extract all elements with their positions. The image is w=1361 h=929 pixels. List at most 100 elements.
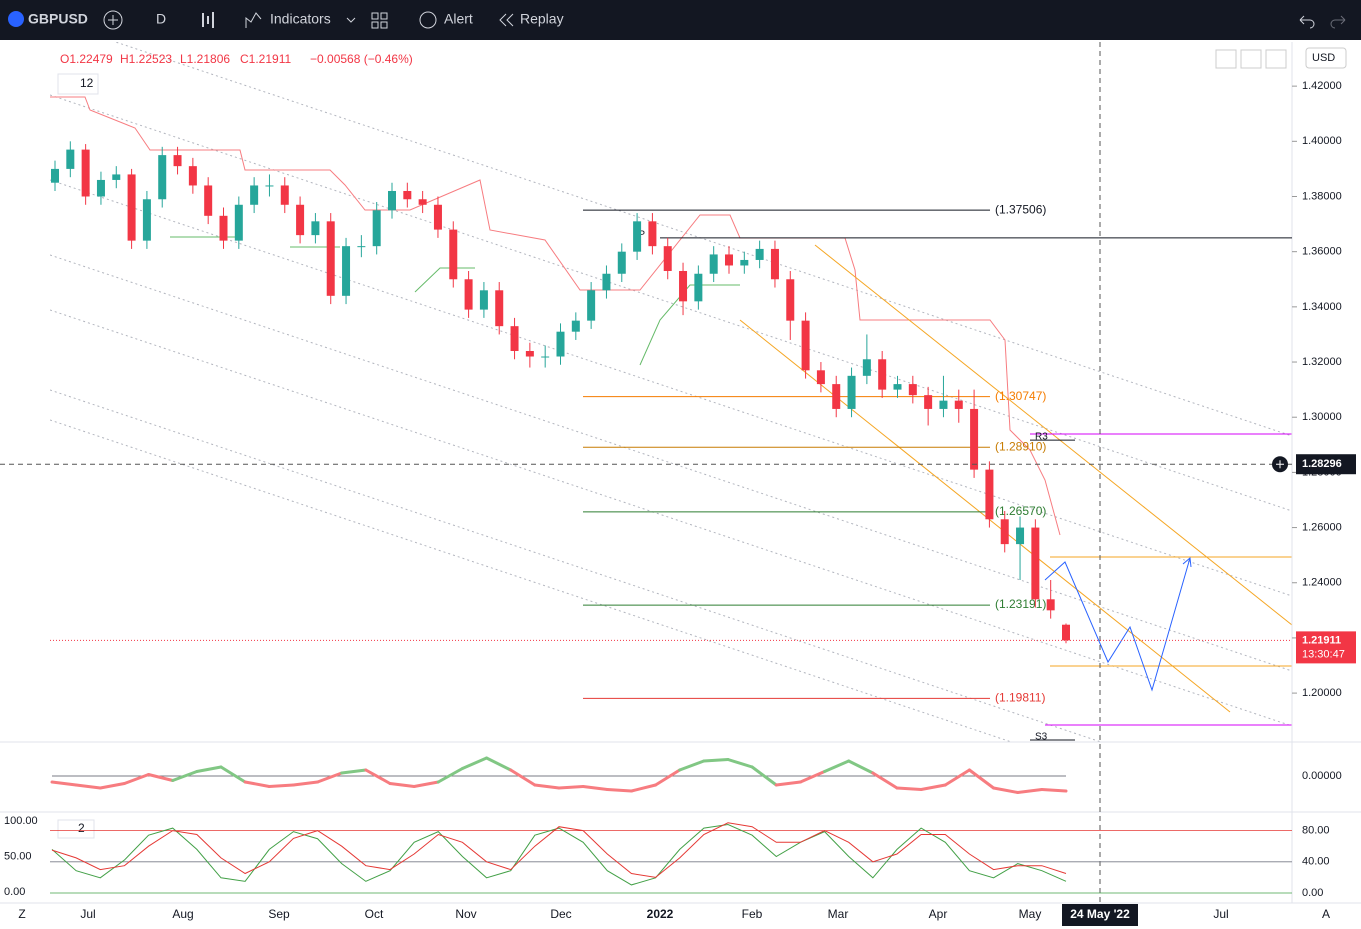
candle-body [679, 270, 688, 302]
candle-body [847, 375, 856, 409]
chevron[interactable] [346, 17, 356, 23]
oscillator-segment [388, 782, 416, 788]
candle-body [954, 400, 963, 409]
candle-body [357, 246, 366, 248]
plus-icon [1276, 460, 1284, 469]
oscillator-segment [629, 783, 658, 793]
indicator-toggle[interactable] [57, 819, 95, 839]
y-tick-label: 0.00000 [1302, 770, 1342, 782]
candle-body [617, 251, 626, 274]
candle-body [388, 190, 396, 211]
oscillator-segment [750, 765, 778, 787]
corner-right[interactable]: A [1322, 907, 1330, 921]
candle-body [51, 168, 59, 183]
orange-lines [739, 244, 1292, 713]
symbol[interactable]: GBPUSD [28, 11, 88, 27]
redo-button[interactable] [1330, 15, 1346, 29]
reset-button[interactable] [1240, 49, 1262, 69]
scroll-button[interactable] [1215, 49, 1237, 69]
oscillator-segment [147, 773, 175, 782]
legend-open: O1.22479 [60, 52, 113, 66]
oscillator-segment [316, 771, 344, 784]
layout-cell [371, 21, 379, 29]
candle-body [280, 185, 289, 205]
candle-body [740, 259, 749, 266]
level-label: (1.37506) [995, 202, 1046, 216]
y-tick-label: 1.20000 [1302, 687, 1342, 699]
oscillator-segment [1016, 788, 1044, 794]
legend: O1.22479 H1.22523 L1.21806 C1.21911 −0.0… [57, 52, 413, 839]
resistance-line [50, 96, 1061, 536]
oscillator-segment [533, 783, 561, 790]
candle-body [96, 179, 105, 197]
y-tick-label: 0.00 [4, 886, 25, 898]
candle-body [403, 190, 412, 200]
oscillator-segment [605, 788, 633, 793]
currency-button[interactable] [1305, 47, 1347, 69]
level-label: (1.26570) [995, 504, 1046, 518]
candle-body [832, 384, 841, 409]
toolbar: GBPUSD D Indicators Alert Replay [0, 0, 1361, 40]
oscillator-segment [1040, 788, 1068, 793]
oscillator-segment [654, 768, 682, 787]
y-tick-label: 100.00 [4, 815, 38, 827]
indicator-count: 2 [78, 821, 85, 835]
indicator-toggle[interactable] [57, 73, 99, 95]
candle-body [127, 174, 136, 241]
chart-style-button[interactable] [202, 12, 214, 28]
candle-body [326, 221, 335, 296]
x-tick-label: 2022 [647, 907, 674, 921]
candle-body [878, 359, 887, 390]
candle-body [924, 395, 933, 409]
candle-body [571, 320, 580, 332]
undo-button[interactable] [1299, 15, 1315, 29]
crosshair-price: 1.28296 [1302, 458, 1342, 470]
last-price: 1.21911 [1302, 634, 1341, 646]
candle-body [694, 273, 703, 302]
crosshair-date-box [1062, 904, 1138, 926]
candle-body [725, 254, 733, 266]
candle-body [250, 185, 259, 205]
y-tick-label: 1.34000 [1302, 301, 1342, 313]
candle-body [801, 320, 810, 371]
candle-body [525, 350, 534, 357]
oscillator-segment [364, 768, 392, 785]
oscillator-segment [485, 756, 513, 772]
compare-button[interactable] [103, 10, 123, 30]
interval[interactable]: D [156, 11, 166, 27]
candle-body [1062, 624, 1070, 641]
currency: USD [1312, 52, 1335, 64]
alert-button[interactable]: Alert [444, 11, 473, 27]
candle-body [311, 221, 320, 236]
oscillator-segment [460, 756, 489, 770]
corner-left[interactable]: Z [18, 907, 25, 921]
candle-body [939, 400, 948, 409]
layout-button[interactable] [371, 12, 379, 20]
stochastic-line [51, 824, 1067, 886]
oscillator-segment [943, 768, 971, 787]
oscillator-segment [171, 770, 199, 782]
oscillator-segment [436, 767, 464, 784]
replay-button[interactable]: Replay [520, 11, 564, 27]
oscillator-segment [895, 786, 923, 791]
layout-cell [380, 12, 388, 20]
candle-body [908, 384, 917, 396]
x-tick-label: Nov [455, 907, 476, 921]
indicators-icon [245, 12, 262, 28]
y-tick-label: 1.26000 [1302, 521, 1342, 533]
candle-body [893, 384, 902, 390]
candle-body [449, 229, 458, 280]
fullscreen-button[interactable] [1265, 49, 1287, 69]
x-tick-label: Feb [742, 907, 763, 921]
x-tick-label: Oct [365, 907, 384, 921]
countdown: 13:30:47 [1302, 648, 1345, 660]
indicators-button[interactable]: Indicators [270, 11, 331, 27]
x-tick-label: Dec [550, 907, 571, 921]
layout-cell [380, 21, 388, 29]
candle-body [755, 248, 764, 260]
last-price-box [1296, 631, 1356, 664]
oscillator-segment [340, 768, 368, 775]
candle-body [1031, 527, 1040, 600]
indicator-count: 12 [80, 76, 94, 90]
